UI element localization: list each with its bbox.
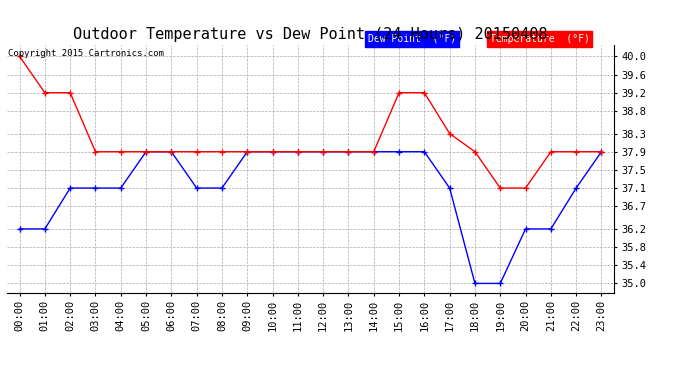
Text: Copyright 2015 Cartronics.com: Copyright 2015 Cartronics.com xyxy=(8,49,164,58)
Title: Outdoor Temperature vs Dew Point (24 Hours) 20150408: Outdoor Temperature vs Dew Point (24 Hou… xyxy=(73,27,548,42)
Text: Dew Point  (°F): Dew Point (°F) xyxy=(368,34,456,44)
Text: Temperature  (°F): Temperature (°F) xyxy=(490,34,589,44)
